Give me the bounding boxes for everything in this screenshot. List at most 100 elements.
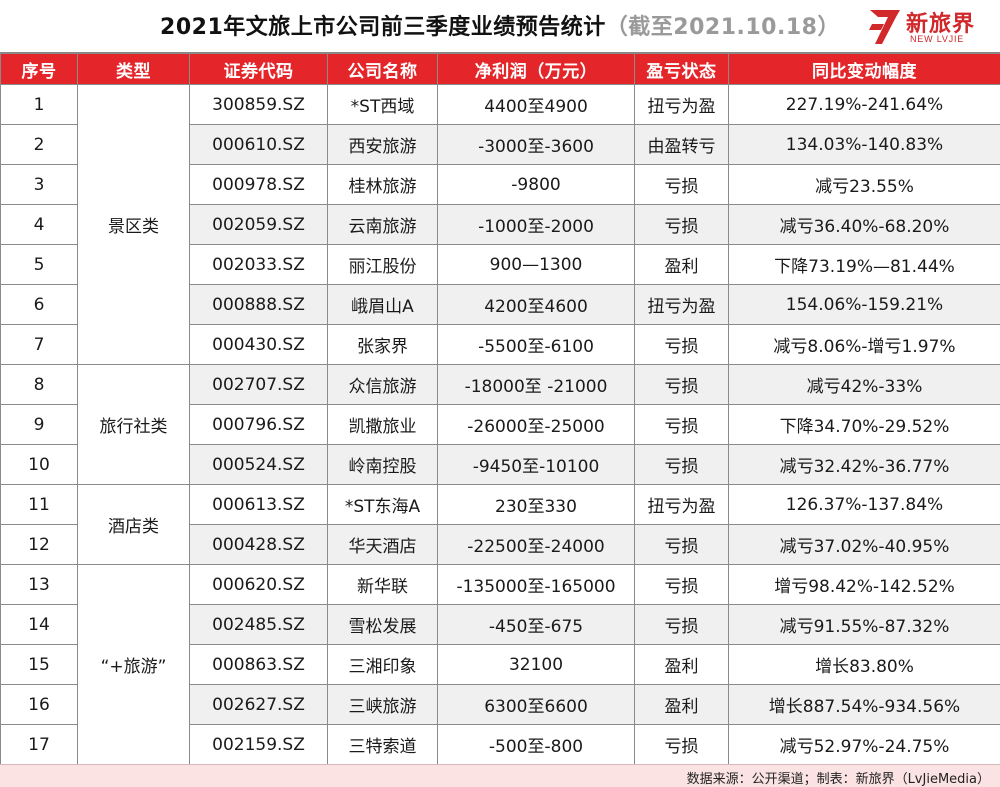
security-code-cell: 002627.SZ (189, 684, 328, 725)
company-name-cell: 桂林旅游 (327, 164, 438, 205)
table-row: 6 000888.SZ 峨眉山A 4200至4600 扭亏为盈 154.06%-159.2… (0, 284, 1000, 325)
security-code-cell: 000888.SZ (189, 284, 328, 325)
company-name-cell: 三特索道 (327, 724, 438, 765)
net-profit-cell: -450至-675 (437, 604, 635, 645)
net-profit-cell: -500至-800 (437, 724, 635, 765)
page-title-main: 2021年文旅上市公司前三季度业绩预告统计 (160, 15, 606, 40)
category-cell: 景区类 (77, 84, 190, 365)
company-name-cell: 新华联 (327, 564, 438, 605)
profit-status-cell: 亏损 (634, 324, 729, 365)
profit-status-cell: 盈利 (634, 644, 729, 685)
security-code-cell: 000524.SZ (189, 444, 328, 485)
row-index-cell: 14 (0, 604, 78, 645)
net-profit-cell: -18000至 -21000 (437, 364, 635, 405)
security-code-cell: 002707.SZ (189, 364, 328, 405)
earnings-table: 序号 类型 证券代码 公司名称 净利润（万元） 盈亏状态 同比变动幅度 1 景区类 300859… (0, 53, 1000, 765)
row-index-cell: 11 (0, 484, 78, 525)
table-row: 16 002627.SZ 三峡旅游 6300至6600 盈利 增长887.54%-934.… (0, 684, 1000, 725)
category-cell: “+旅游” (77, 564, 190, 765)
profit-status-cell: 亏损 (634, 724, 729, 765)
company-name-cell: 张家界 (327, 324, 438, 365)
company-name-cell: *ST西域 (327, 84, 438, 125)
profit-status-cell: 扭亏为盈 (634, 84, 729, 125)
brand-logo: 新旅界 NEW LVJIE (866, 4, 992, 48)
row-index-cell: 5 (0, 244, 78, 285)
profit-status-cell: 由盈转亏 (634, 124, 729, 165)
row-index-cell: 12 (0, 524, 78, 565)
net-profit-cell: 4200至4600 (437, 284, 635, 325)
security-code-cell: 000428.SZ (189, 524, 328, 565)
security-code-cell: 000863.SZ (189, 644, 328, 685)
profit-status-cell: 亏损 (634, 604, 729, 645)
table-row: 13 “+旅游” 000620.SZ 新华联 -135000至-165000 亏损 增亏98… (0, 564, 1000, 765)
profit-status-cell: 扭亏为盈 (634, 284, 729, 325)
row-index-cell: 7 (0, 324, 78, 365)
profit-status-cell: 亏损 (634, 164, 729, 205)
yoy-change-cell: 下降73.19%—81.44% (728, 244, 1000, 285)
company-name-cell: 雪松发展 (327, 604, 438, 645)
category-cell: 酒店类 (77, 484, 190, 565)
security-code-cell: 000796.SZ (189, 404, 328, 445)
table-row: 15 000863.SZ 三湘印象 32100 盈利 增长83.80% (0, 644, 1000, 685)
profit-status-cell: 亏损 (634, 524, 729, 565)
company-name-cell: 三湘印象 (327, 644, 438, 685)
header-code: 证券代码 (189, 53, 328, 85)
table-body: 1 景区类 300859.SZ *ST西域 4400至4900 扭亏为盈 227.19%-2… (0, 84, 1000, 765)
net-profit-cell: -1000至-2000 (437, 204, 635, 245)
brand-name-en: NEW LVJIE (910, 34, 965, 44)
table-row: 10 000524.SZ 岭南控股 -9450至-10100 亏损 减亏32.42%-36… (0, 444, 1000, 485)
table-row: 12 000428.SZ 华天酒店 -22500至-24000 亏损 减亏37.02%-4… (0, 524, 1000, 565)
profit-status-cell: 亏损 (634, 364, 729, 405)
security-code-cell: 002059.SZ (189, 204, 328, 245)
yoy-change-cell: 134.03%-140.83% (728, 124, 1000, 165)
row-index-cell: 2 (0, 124, 78, 165)
brand-name-cn: 新旅界 (906, 11, 976, 37)
company-name-cell: 丽江股份 (327, 244, 438, 285)
yoy-change-cell: 减亏36.40%-68.20% (728, 204, 1000, 245)
profit-status-cell: 盈利 (634, 684, 729, 725)
company-name-cell: 西安旅游 (327, 124, 438, 165)
profit-status-cell: 亏损 (634, 404, 729, 445)
table-row: 1 景区类 300859.SZ *ST西域 4400至4900 扭亏为盈 227.19%-2… (0, 84, 1000, 365)
net-profit-cell: 230至330 (437, 484, 635, 525)
profit-status-cell: 盈利 (634, 244, 729, 285)
yoy-change-cell: 227.19%-241.64% (728, 84, 1000, 125)
header-type: 类型 (77, 53, 190, 85)
security-code-cell: 000620.SZ (189, 564, 328, 605)
row-index-cell: 1 (0, 84, 78, 125)
yoy-change-cell: 减亏91.55%-87.32% (728, 604, 1000, 645)
profit-status-cell: 亏损 (634, 564, 729, 605)
row-index-cell: 3 (0, 164, 78, 205)
profit-status-cell: 亏损 (634, 204, 729, 245)
yoy-change-cell: 154.06%-159.21% (728, 284, 1000, 325)
yoy-change-cell: 减亏8.06%-增亏1.97% (728, 324, 1000, 365)
row-index-cell: 16 (0, 684, 78, 725)
header-status: 盈亏状态 (634, 53, 729, 85)
company-name-cell: 云南旅游 (327, 204, 438, 245)
company-name-cell: 峨眉山A (327, 284, 438, 325)
table-row: 5 002033.SZ 丽江股份 900—1300 盈利 下降73.19%—81.44% (0, 244, 1000, 285)
row-index-cell: 6 (0, 284, 78, 325)
row-index-cell: 8 (0, 364, 78, 405)
table-row: 7 000430.SZ 张家界 -5500至-6100 亏损 减亏8.06%-增亏1.97… (0, 324, 1000, 365)
table-row: 2 000610.SZ 西安旅游 -3000至-3600 由盈转亏 134.03%-140… (0, 124, 1000, 165)
row-index-cell: 4 (0, 204, 78, 245)
profit-status-cell: 亏损 (634, 444, 729, 485)
yoy-change-cell: 减亏32.42%-36.77% (728, 444, 1000, 485)
table-row: 8 旅行社类 002707.SZ 众信旅游 -18000至 -21000 亏损 减亏42%-… (0, 364, 1000, 485)
row-index-cell: 13 (0, 564, 78, 605)
net-profit-cell: -9450至-10100 (437, 444, 635, 485)
net-profit-cell: 900—1300 (437, 244, 635, 285)
yoy-change-cell: 下降34.70%-29.52% (728, 404, 1000, 445)
table-row: 17 002159.SZ 三特索道 -500至-800 亏损 减亏52.97%-24.75… (0, 724, 1000, 765)
footer-bar: 数据来源：公开渠道；制表：新旅界（LvJieMedia） (0, 764, 1000, 787)
company-name-cell: 华天酒店 (327, 524, 438, 565)
company-name-cell: 众信旅游 (327, 364, 438, 405)
yoy-change-cell: 增亏98.42%-142.52% (728, 564, 1000, 605)
security-code-cell: 002159.SZ (189, 724, 328, 765)
row-index-cell: 10 (0, 444, 78, 485)
security-code-cell: 000613.SZ (189, 484, 328, 525)
net-profit-cell: -9800 (437, 164, 635, 205)
yoy-change-cell: 126.37%-137.84% (728, 484, 1000, 525)
security-code-cell: 002485.SZ (189, 604, 328, 645)
